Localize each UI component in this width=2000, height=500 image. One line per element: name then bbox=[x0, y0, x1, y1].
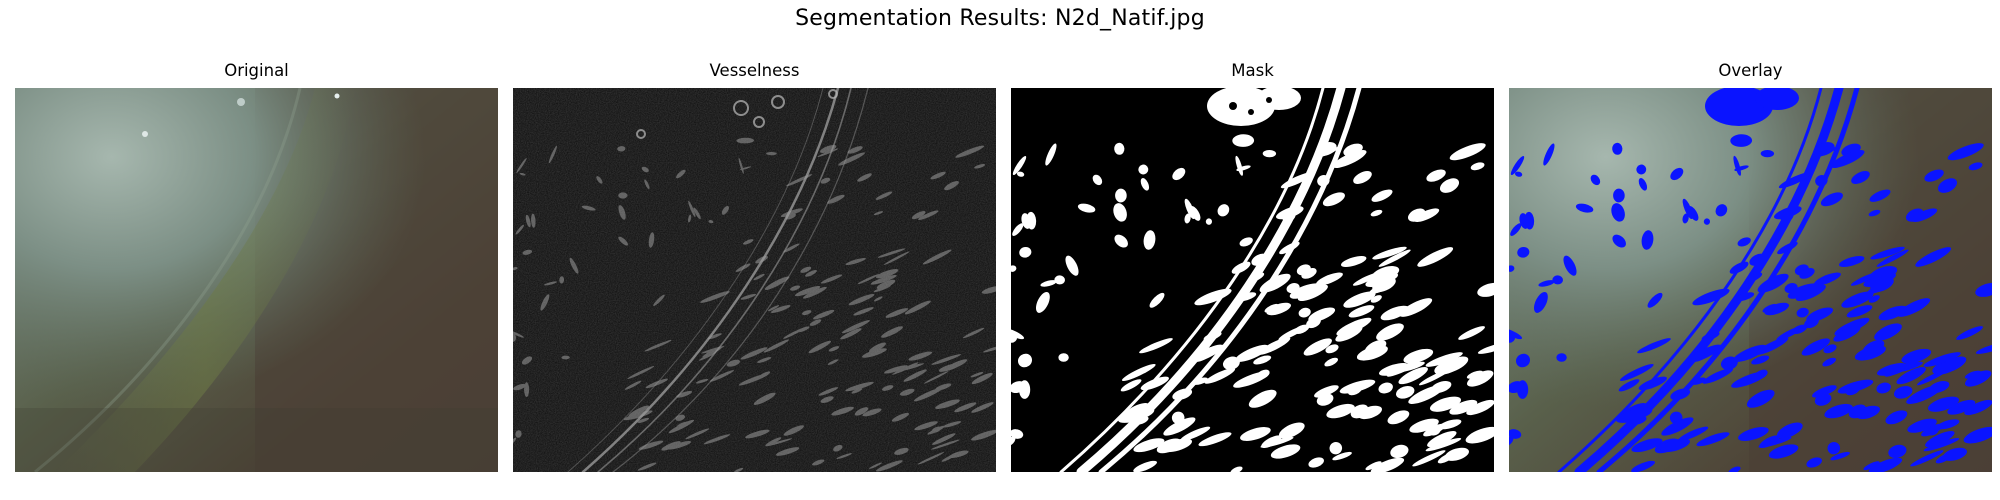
overlay-image bbox=[1509, 88, 1992, 472]
vesselness-image bbox=[513, 88, 996, 472]
panel-title-vesselness: Vesselness bbox=[709, 61, 800, 80]
panel-title-original: Original bbox=[224, 61, 289, 80]
original-image bbox=[15, 88, 498, 472]
panel-title-overlay: Overlay bbox=[1718, 61, 1783, 80]
mask-image bbox=[1011, 88, 1494, 472]
figure-title: Segmentation Results: N2d_Natif.jpg bbox=[795, 6, 1205, 31]
panel-title-mask: Mask bbox=[1231, 61, 1274, 80]
